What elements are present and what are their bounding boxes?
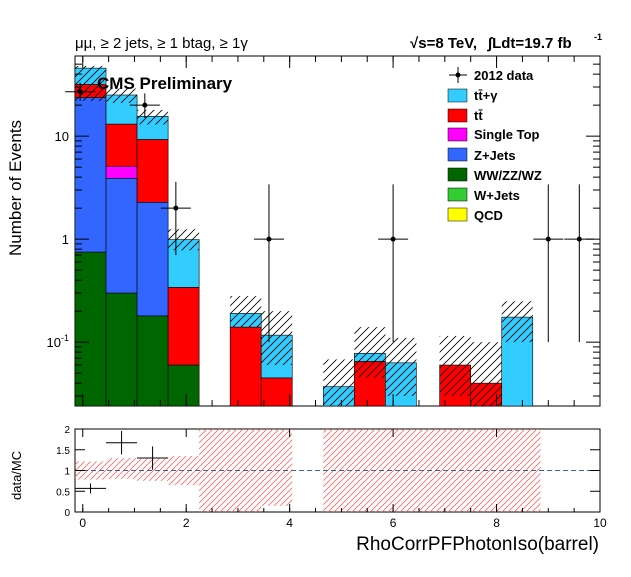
svg-text:Z+Jets: Z+Jets: [474, 148, 516, 163]
unc-band-bin-6: [323, 359, 355, 406]
legend-data: 2012 data: [449, 67, 534, 83]
data-point-5: [390, 236, 396, 242]
legend-ttbar: tt̄: [447, 108, 483, 123]
ratio-unc-band-0: [75, 461, 107, 480]
svg-text:W+Jets: W+Jets: [474, 188, 520, 203]
ratio-y-tick-label-4: 2: [64, 425, 70, 436]
bar-ttbar-bin-5: [260, 377, 293, 407]
ratio-x-tick-label-1: 2: [183, 516, 190, 530]
unc-band-bin-5: [261, 311, 293, 366]
unc-band-bin-4: [230, 296, 262, 328]
x-axis-title: RhoCorrPFPhotonIso(barrel): [356, 534, 599, 555]
unc-band-bin-7: [354, 327, 386, 378]
bar-singletop-bin-1: [105, 165, 138, 179]
ratio-y-axis-title: data/MC: [9, 451, 24, 500]
unc-band-bin-10: [470, 342, 502, 406]
bar-ttbar-bin-1: [105, 123, 138, 167]
legend-zjets: Z+Jets: [447, 147, 516, 163]
ratio-x-tick-label-4: 8: [493, 516, 500, 530]
ratio-x-tick-label-2: 4: [286, 516, 293, 530]
ratio-x-tick-label-3: 6: [390, 516, 397, 530]
legend-singletop: Single Top: [447, 127, 540, 142]
ratio-unc-band-1: [106, 458, 138, 479]
ratio-x-tick-label-5: 10: [593, 516, 607, 530]
legend-wjets: W+Jets: [447, 187, 520, 203]
bar-ttbar-bin-2: [136, 139, 169, 203]
bar-diboson-bin-2: [136, 315, 169, 407]
selection-label: μμ, ≥ 2 jets, ≥ 1 btag, ≥ 1γ: [75, 35, 248, 52]
data-point-7: [576, 236, 582, 242]
unc-band-bin-9: [439, 335, 471, 397]
main-y-tick-label-2: 10: [55, 129, 69, 144]
unc-band-bin-11: [501, 301, 533, 343]
bar-diboson-bin-3: [167, 364, 200, 407]
svg-text:tt̄: tt̄: [474, 108, 483, 123]
svg-text:2012 data: 2012 data: [474, 68, 534, 83]
data-point-3: [173, 205, 179, 211]
energy-label: √s=8 TeV,: [410, 35, 477, 52]
main-y-axis-title: Number of Events: [6, 120, 25, 256]
main-y-tick-label-1: 1: [62, 232, 69, 247]
ratio-unc-band-2: [137, 458, 169, 481]
bar-ttbar-bin-3: [167, 287, 200, 366]
data-point-4: [266, 236, 272, 242]
data-point-6: [545, 236, 551, 242]
ratio-y-tick-label-0: 0: [64, 508, 70, 519]
bar-zjets-bin-1: [105, 177, 138, 294]
bar-zjets-bin-2: [136, 201, 169, 317]
bar-zjets-bin-0: [74, 97, 107, 253]
legend: 2012 data tt̄+γ tt̄ Single Top Z+Jets WW…: [447, 67, 542, 223]
lumi-label: ∫Ldt=19.7 fb: [487, 35, 572, 52]
main-y-tick-label-0: 10-1: [47, 333, 69, 350]
legend-ttgamma: tt̄+γ: [447, 88, 498, 103]
ratio-unc-band-5: [261, 429, 293, 506]
bar-ttbar-bin-4: [229, 326, 262, 407]
ratio-x-tick-label-0: 0: [79, 516, 86, 530]
cms-label: CMS Preliminary: [97, 74, 233, 93]
legend-qcd: QCD: [447, 207, 503, 223]
svg-text:WW/ZZ/WZ: WW/ZZ/WZ: [474, 168, 542, 183]
unc-band-bin-2: [137, 109, 169, 125]
svg-text:QCD: QCD: [474, 208, 503, 223]
ratio-y-tick-label-1: 0.5: [56, 487, 70, 498]
unc-band-bin-1: [106, 88, 138, 103]
bar-diboson-bin-1: [105, 292, 138, 407]
legend-diboson: WW/ZZ/WZ: [447, 167, 542, 183]
unc-band-bin-3: [168, 229, 200, 251]
data-point-2: [142, 102, 148, 108]
svg-text:tt̄+γ: tt̄+γ: [474, 88, 498, 103]
unc-band-bin-8: [385, 337, 417, 397]
ratio-y-tick-label-2: 1: [64, 467, 70, 478]
data-point-0: [77, 89, 83, 95]
lumi-exponent: -1: [594, 32, 602, 42]
ratio-y-tick-label-3: 1.5: [56, 446, 70, 457]
svg-text:Single Top: Single Top: [474, 127, 540, 142]
